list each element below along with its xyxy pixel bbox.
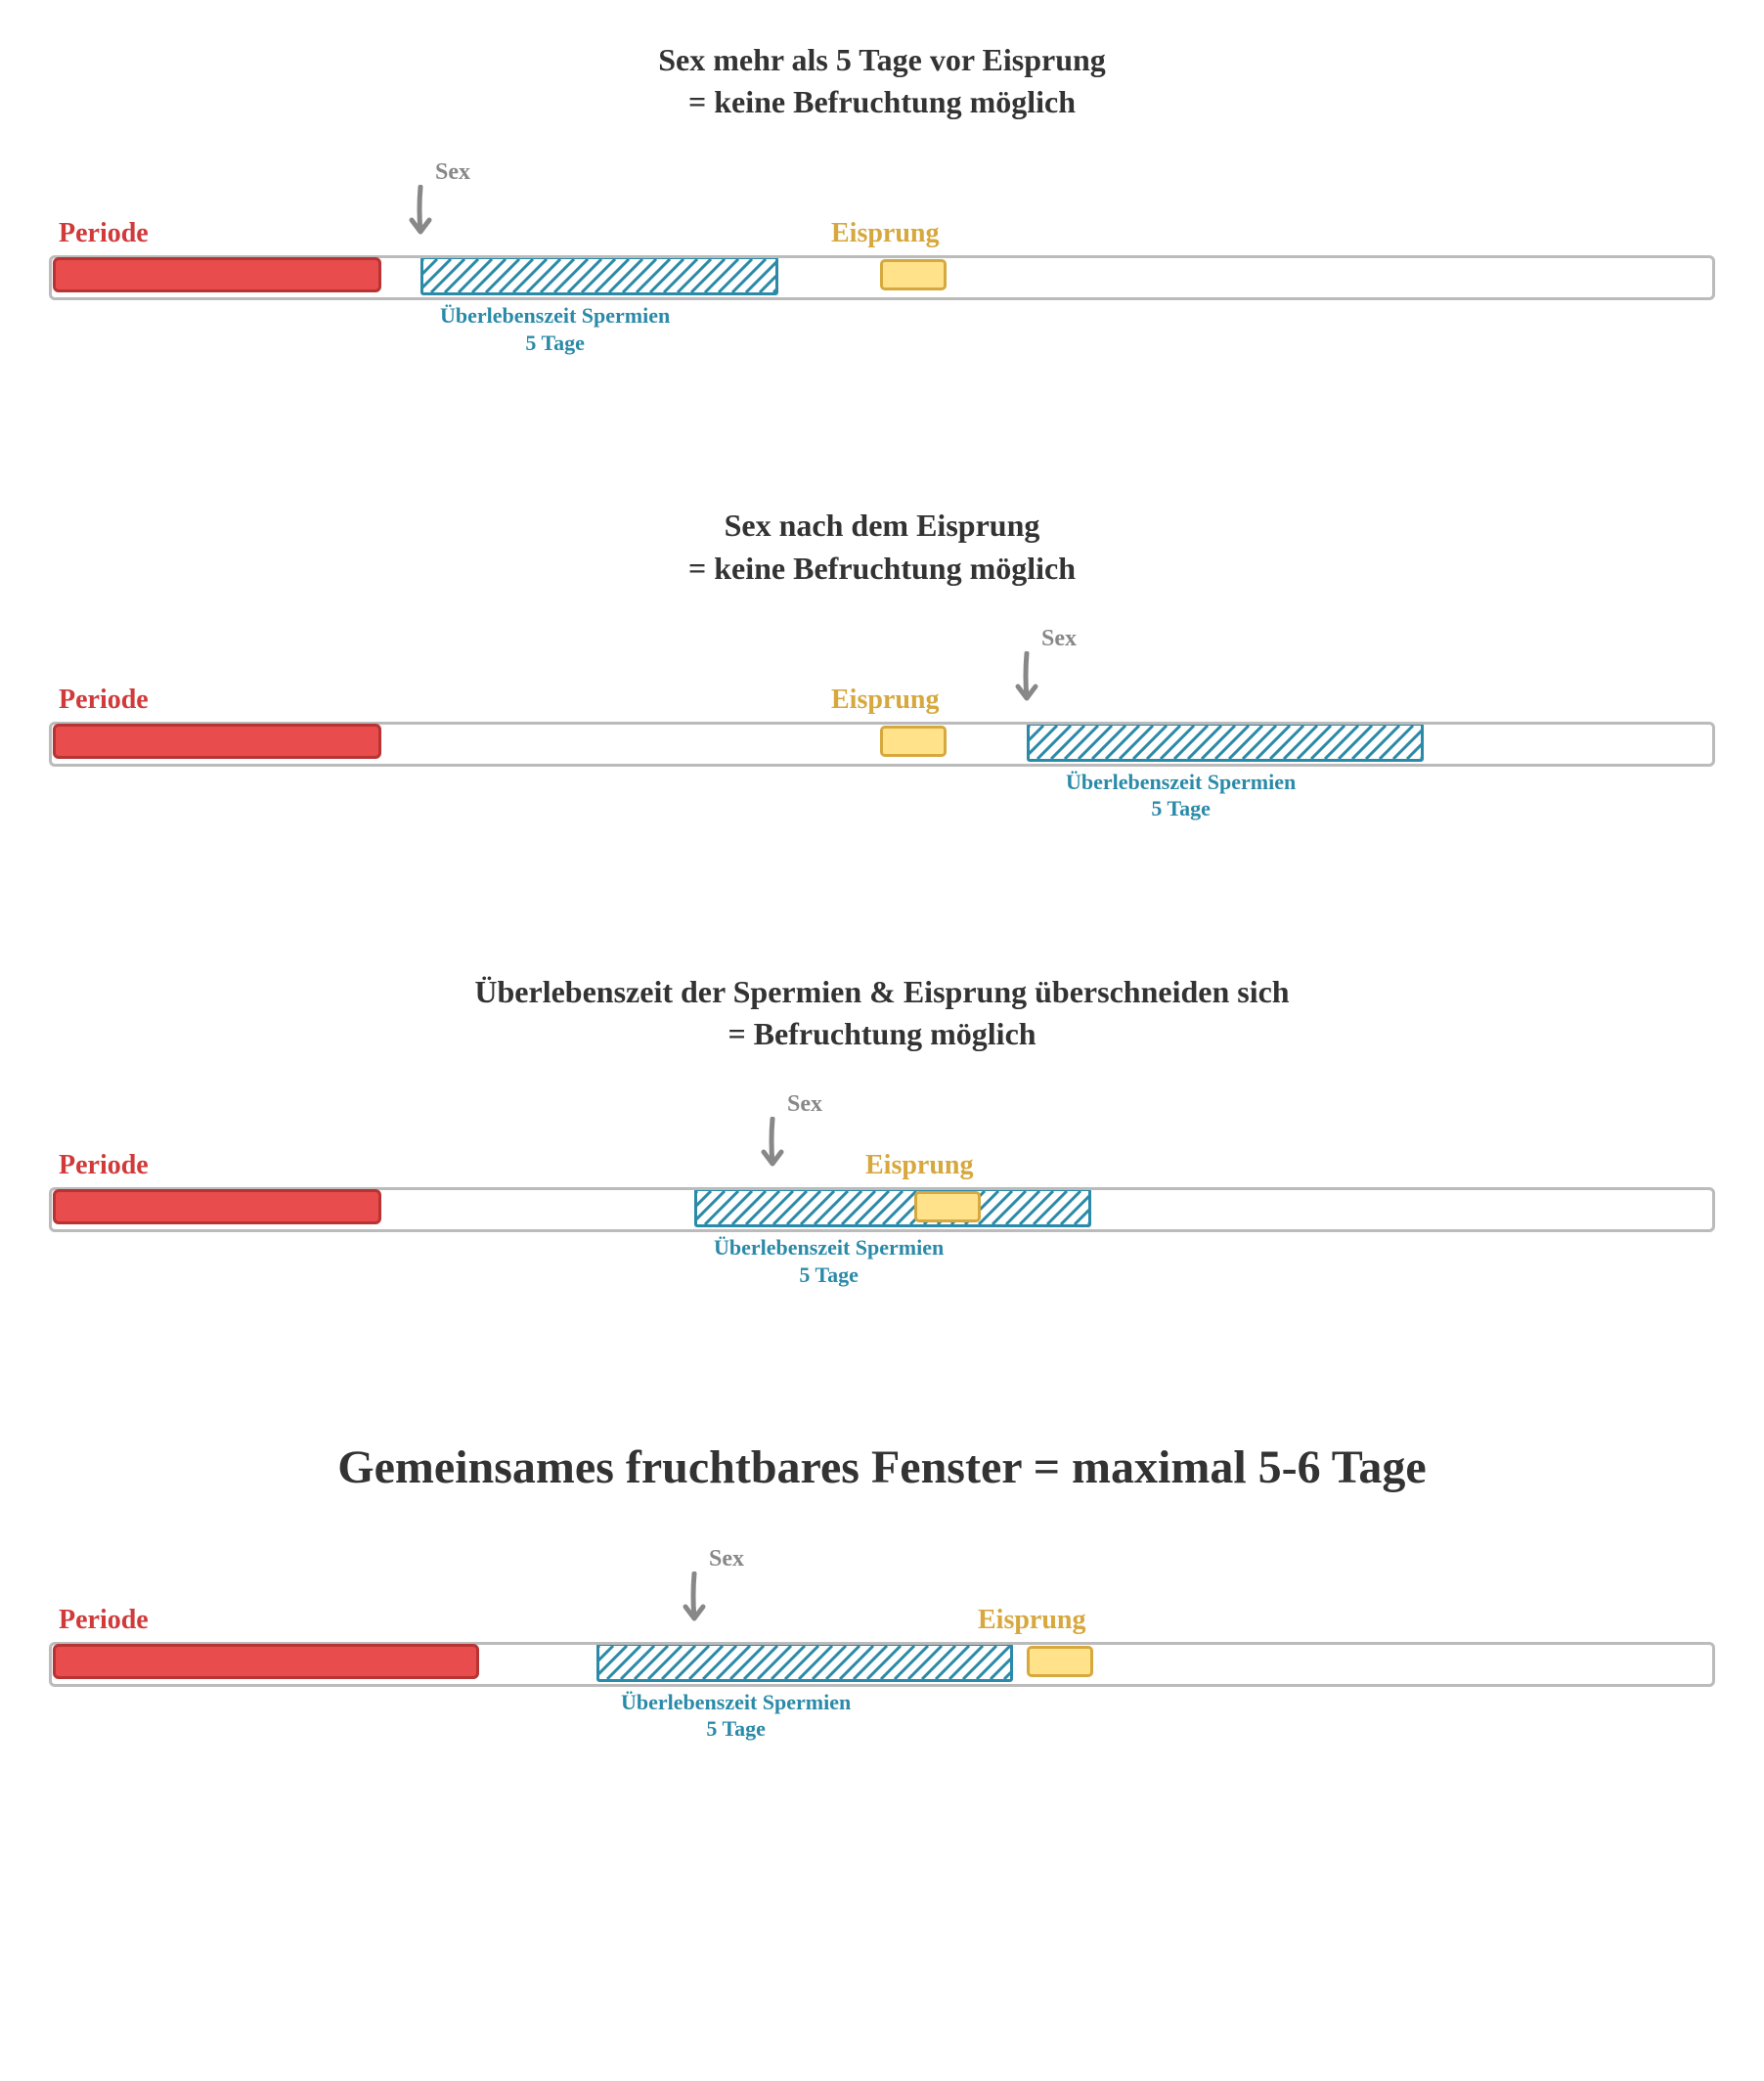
sex-arrow-icon: [758, 1117, 787, 1185]
scenario-title: Überlebenszeit der Spermien & Eisprung ü…: [29, 971, 1735, 1055]
eisprung-label: Eisprung: [831, 218, 940, 249]
scenario-title: Sex mehr als 5 Tage vor Eisprung = keine…: [29, 39, 1735, 123]
sex-arrow-icon: [680, 1572, 709, 1640]
periode-bar: [53, 257, 381, 292]
eisprung-bar: [880, 259, 947, 290]
scenario-s4: Gemeinsames fruchtbares Fenster = maxima…: [29, 1437, 1735, 1740]
eisprung-label: Eisprung: [978, 1605, 1086, 1636]
periode-bar: [53, 1189, 381, 1224]
scenario-s1: Sex mehr als 5 Tage vor Eisprung = keine…: [29, 39, 1735, 353]
timeline: Sex Periode Eisprung Überlebenszeit Spermi…: [29, 1070, 1735, 1285]
timeline: Sex Periode Eisprung Überlebenszeit Spermi…: [29, 1525, 1735, 1740]
sex-label: Sex: [435, 159, 470, 186]
sperm-survival-label: Überlebenszeit Spermien 5 Tage: [440, 302, 670, 356]
timeline: Sex Periode Eisprung Überlebenszeit Spermi…: [29, 604, 1735, 819]
eisprung-label: Eisprung: [831, 685, 940, 716]
periode-label: Periode: [59, 218, 149, 249]
sex-label: Sex: [787, 1091, 822, 1118]
periode-bar: [53, 1644, 479, 1679]
sex-label: Sex: [709, 1546, 744, 1572]
sex-arrow-icon: [406, 185, 435, 253]
sperm-survival-label: Überlebenszeit Spermien 5 Tage: [714, 1234, 944, 1288]
scenario-s2: Sex nach dem Eisprung = keine Befruchtun…: [29, 505, 1735, 819]
scenario-title: Gemeinsames fruchtbares Fenster = maxima…: [29, 1437, 1735, 1500]
eisprung-bar: [914, 1191, 981, 1222]
scenario-title: Sex nach dem Eisprung = keine Befruchtun…: [29, 505, 1735, 589]
sex-arrow-icon: [1012, 651, 1041, 720]
sperm-survival-label: Überlebenszeit Spermien 5 Tage: [1066, 769, 1296, 822]
eisprung-bar: [1027, 1646, 1093, 1677]
periode-label: Periode: [59, 1150, 149, 1181]
periode-label: Periode: [59, 1605, 149, 1636]
sperm-survival-label: Überlebenszeit Spermien 5 Tage: [621, 1689, 851, 1743]
eisprung-bar: [880, 726, 947, 757]
periode-bar: [53, 724, 381, 759]
sex-label: Sex: [1041, 626, 1077, 652]
timeline: Sex Periode Eisprung Überlebenszeit Spermi…: [29, 138, 1735, 353]
scenario-s3: Überlebenszeit der Spermien & Eisprung ü…: [29, 971, 1735, 1285]
periode-label: Periode: [59, 685, 149, 716]
eisprung-label: Eisprung: [865, 1150, 974, 1181]
